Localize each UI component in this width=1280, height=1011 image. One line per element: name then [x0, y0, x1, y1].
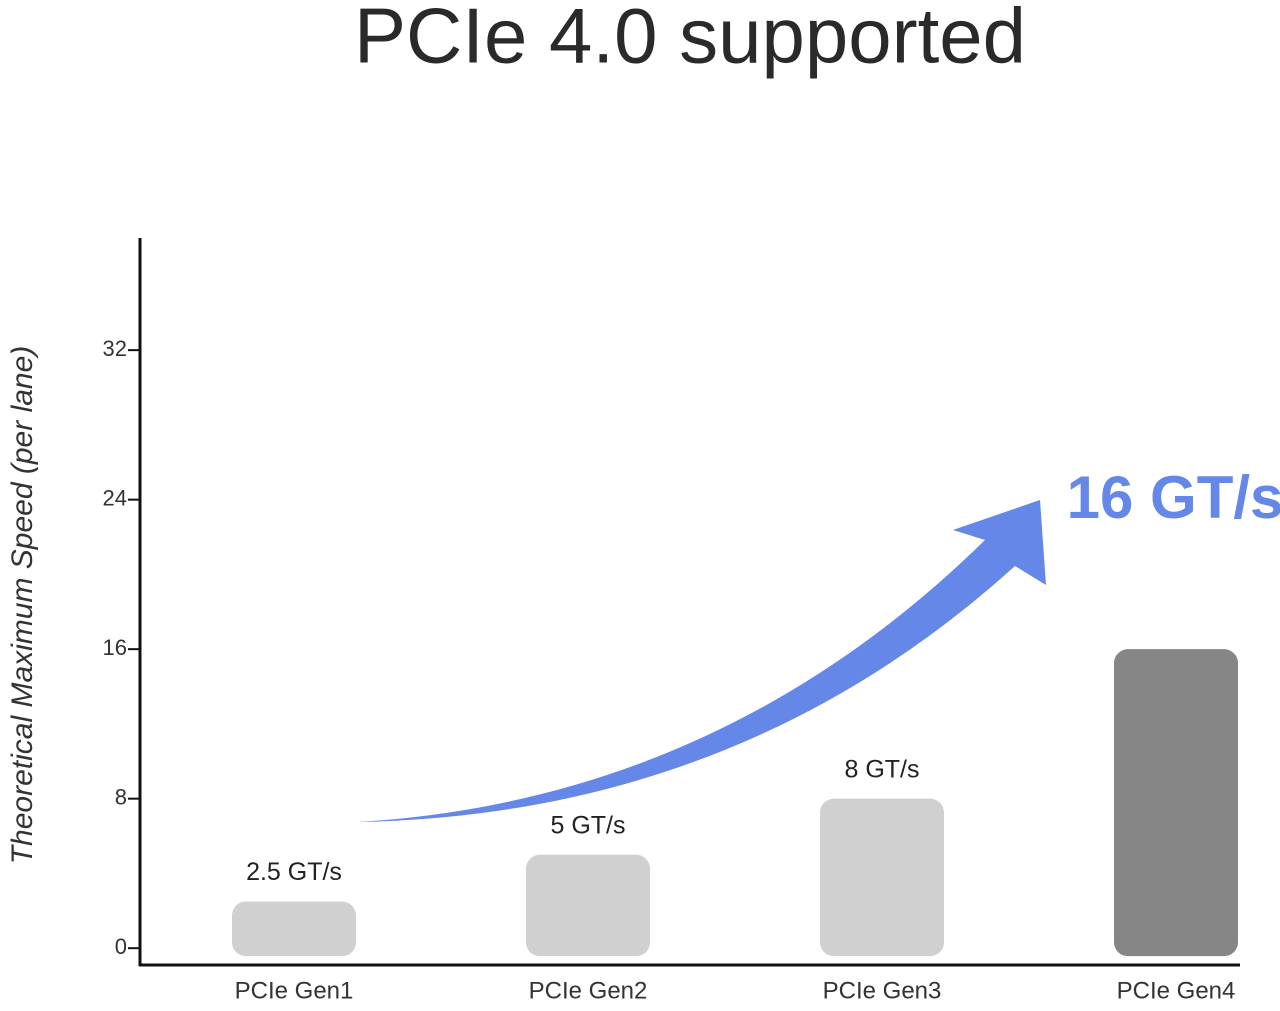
bar [526, 854, 650, 957]
value-label: 16 GT/s [1067, 464, 1280, 531]
x-tick-label: PCIe Gen1 [235, 977, 354, 1004]
y-tick-label: 24 [103, 485, 127, 510]
y-tick-label: 16 [103, 635, 127, 660]
bar [820, 798, 944, 957]
value-label: 5 GT/s [550, 811, 625, 839]
y-tick-label: 32 [103, 336, 127, 361]
chart-title: PCIe 4.0 supported [354, 0, 1026, 80]
growth-arrow [358, 500, 1046, 822]
bar [232, 901, 356, 957]
x-tick-label: PCIe Gen3 [823, 977, 942, 1004]
y-tick-label: 0 [115, 934, 127, 959]
y-tick-label: 8 [115, 784, 127, 809]
value-label: 2.5 GT/s [246, 858, 342, 886]
y-axis-title: Theoretical Maximum Speed (per lane) [6, 346, 39, 865]
bar [1114, 649, 1238, 957]
x-tick-label: PCIe Gen4 [1117, 977, 1236, 1004]
value-label: 8 GT/s [844, 755, 919, 783]
x-tick-label: PCIe Gen2 [529, 977, 648, 1004]
